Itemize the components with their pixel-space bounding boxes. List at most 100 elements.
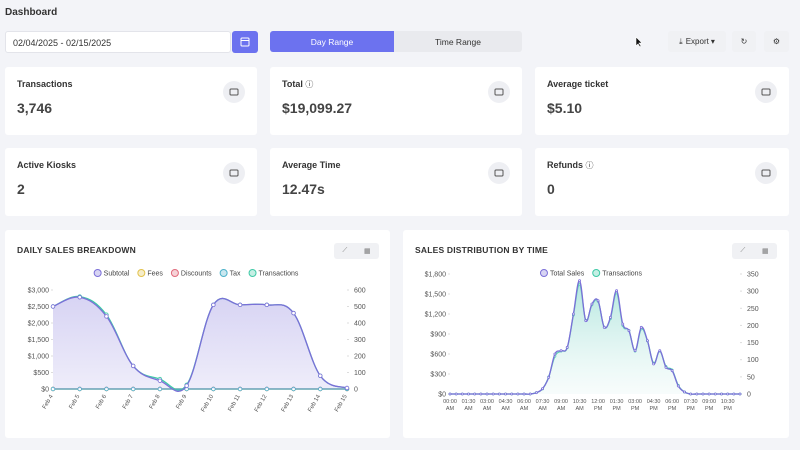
point — [541, 387, 544, 391]
card-value: 12.47s — [282, 181, 325, 197]
y-tick-label: 300 — [354, 337, 366, 344]
point — [485, 392, 489, 396]
y-tick-label: $500 — [33, 370, 49, 377]
area — [53, 297, 347, 392]
legend-symbol — [219, 269, 228, 277]
stat-card: Transactions 3,746 — [5, 67, 257, 135]
view-toggle[interactable]: ⟋ ▦ — [732, 243, 777, 259]
point — [602, 325, 606, 329]
legend-symbol — [248, 269, 257, 277]
point — [318, 373, 323, 378]
point — [572, 312, 575, 316]
card-value: $5.10 — [547, 100, 583, 116]
card-value: $19,099.27 — [282, 100, 353, 116]
point — [646, 339, 649, 343]
tab-day-range[interactable]: Day Range — [270, 31, 394, 52]
card-label-text: Total — [282, 79, 303, 89]
card-label-text: Average ticket — [547, 79, 609, 89]
card-value: 3,746 — [17, 100, 53, 116]
x-tick-label: Feb 9 — [176, 393, 189, 410]
area — [450, 280, 740, 395]
point — [504, 392, 507, 396]
export-button[interactable]: ⤓ Export ▾ — [668, 31, 726, 52]
x-tick-label: Feb 5 — [69, 393, 82, 410]
legend-label: Total Sales — [550, 271, 585, 278]
point — [621, 322, 625, 326]
point — [707, 392, 711, 396]
point — [578, 279, 581, 283]
settings-button[interactable]: ⚙ — [764, 31, 789, 52]
y-tick-label: $0 — [438, 392, 446, 399]
point — [596, 299, 600, 303]
legend: Subtotal Fees Discounts Tax Transactions — [93, 269, 299, 278]
chart: $0 $300 $600 $900 $1,200 $1,500 $1,800 0 50 100 15… — [425, 269, 759, 412]
point — [683, 390, 686, 394]
x-tick-label: Feb 8 — [149, 393, 162, 410]
point — [720, 392, 723, 396]
x-tick-label: 09:00 AM — [554, 399, 568, 412]
x-tick-label: 03:00 PM — [628, 399, 642, 412]
x-tick-label: 06:00 AM — [517, 399, 531, 412]
point — [211, 302, 216, 308]
stat-card: Average ticket $5.10 — [535, 67, 789, 135]
stat-card: Total ⓘ $19,099.27 — [270, 67, 522, 135]
point — [565, 345, 569, 349]
point — [460, 392, 464, 396]
chart-title: DAILY SALES BREAKDOWN — [17, 245, 136, 255]
card-label: Average ticket — [547, 79, 608, 89]
x-tick-label: Feb 14 — [307, 393, 322, 413]
y-tick-label: 0 — [354, 387, 358, 394]
point — [639, 325, 643, 329]
y-tick-label: $1,500 — [425, 292, 447, 299]
chart-title: SALES DISTRIBUTION BY TIME — [415, 245, 549, 255]
y-tick-label: 200 — [747, 323, 759, 330]
point — [104, 314, 109, 319]
point — [676, 384, 680, 388]
x-tick-label: Feb 10 — [201, 393, 216, 413]
point — [633, 349, 637, 353]
point — [627, 329, 631, 333]
y-tick-label: $600 — [430, 352, 446, 359]
x-tick-label: 06:00 PM — [665, 399, 679, 412]
legend-symbol — [170, 269, 179, 277]
x-tick-label: 03:00 AM — [480, 399, 494, 412]
y-tick-label: $1,500 — [28, 337, 50, 344]
card-icon — [223, 162, 245, 184]
y-tick-label: 150 — [747, 340, 759, 347]
y-tick-label: 100 — [747, 357, 759, 364]
y-tick-label: 500 — [354, 304, 366, 311]
card-icon — [755, 162, 777, 184]
stat-card: Refunds ⓘ 0 — [535, 148, 789, 216]
legend-label: Transactions — [259, 271, 299, 278]
point — [479, 392, 483, 396]
legend-symbol — [93, 269, 102, 277]
card-label: Active Kiosks — [17, 160, 76, 170]
card-label: Total ⓘ — [282, 79, 314, 89]
legend-label: Tax — [230, 271, 241, 278]
page-title: Dashboard — [5, 7, 58, 18]
date-input[interactable]: 02/04/2025 - 02/15/2025 — [5, 31, 231, 53]
point — [689, 392, 693, 396]
y-tick-label: 50 — [747, 374, 755, 381]
y-tick-label: $2,000 — [28, 321, 50, 328]
calendar-button[interactable] — [232, 31, 258, 53]
point — [547, 375, 551, 379]
chart-panel: DAILY SALES BREAKDOWN ⟋ ▦ $0 $500 $1,000 $1,… — [5, 230, 390, 438]
card-label-text: Refunds — [547, 160, 583, 170]
tab-time-range[interactable]: Time Range — [394, 31, 522, 52]
x-tick-label: 04:30 PM — [647, 399, 661, 412]
y-tick-label: 400 — [354, 321, 366, 328]
x-tick-label: Feb 11 — [228, 393, 243, 412]
refresh-button[interactable]: ↻ — [732, 31, 756, 52]
view-toggle[interactable]: ⟋ ▦ — [334, 243, 379, 259]
point — [130, 363, 136, 369]
point — [491, 392, 495, 396]
x-tick-label: 12:00 PM — [591, 399, 605, 412]
card-icon — [488, 162, 510, 184]
legend-label: Transactions — [602, 271, 642, 278]
point — [497, 392, 501, 396]
point — [291, 310, 296, 316]
point — [701, 392, 705, 396]
x-tick-label: 04:30 AM — [499, 399, 513, 412]
x-tick-label: Feb 6 — [95, 393, 108, 410]
